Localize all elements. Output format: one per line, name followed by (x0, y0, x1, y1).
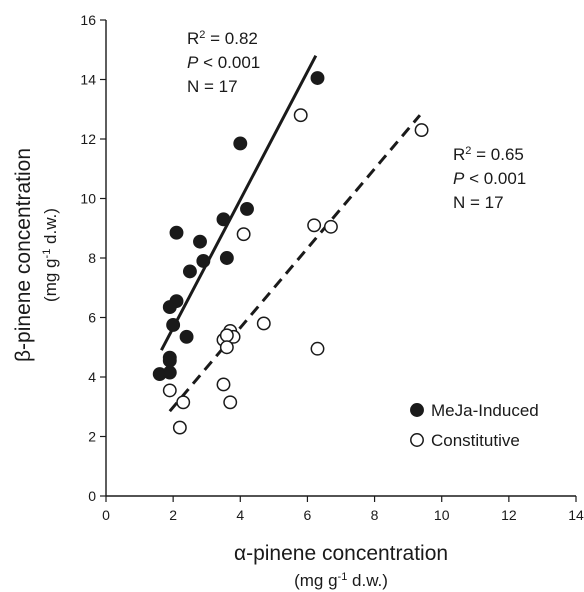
x-tick-label: 12 (501, 507, 517, 523)
constitutive-point (162, 383, 177, 398)
x-tick-label: 6 (304, 507, 312, 523)
constitutive-point (176, 395, 191, 410)
meja-point (240, 201, 254, 216)
constitutive-point (310, 341, 325, 356)
meja-trendline (160, 55, 318, 351)
x-tick-label: 4 (236, 507, 244, 523)
meja-point (162, 353, 177, 368)
constitutive-point (172, 420, 187, 435)
meja-point (162, 300, 177, 315)
meja-point (233, 136, 248, 151)
legend-marker-constitutive (410, 433, 424, 447)
constitutive-point (414, 123, 429, 138)
meja-point (310, 71, 325, 85)
meja-point (182, 264, 197, 279)
y-tick-label: 4 (88, 369, 96, 385)
y-tick-label: 12 (80, 131, 96, 147)
constitutive-point (293, 108, 308, 123)
constitutive-point (219, 340, 234, 355)
constitutive-point (219, 328, 234, 343)
legend: MeJa-Induced Constitutive (410, 401, 539, 450)
axes: 0 2 4 6 8 10 12 14 16 0 2 4 6 8 10 12 14 (80, 12, 584, 523)
constitutive-point (307, 218, 322, 233)
y-axis-unit: (mg g-1 d.w.) (41, 208, 60, 302)
y-tick-label: 10 (80, 191, 96, 207)
meja-point (162, 365, 177, 380)
constitutive-point (256, 316, 271, 331)
x-axis-title: α-pinene concentration (234, 542, 448, 565)
y-tick-label: 8 (88, 250, 96, 266)
trendlines (160, 55, 422, 413)
x-tick-label: 2 (169, 507, 177, 523)
constitutive-point (323, 219, 338, 234)
x-tick-label: 0 (102, 507, 110, 523)
constitutive-trendline (168, 114, 422, 413)
x-tick-label: 14 (568, 507, 584, 523)
constitutive-point (236, 227, 251, 242)
y-tick-label: 6 (88, 310, 96, 326)
constitutive-point (223, 395, 238, 410)
meja-point (196, 254, 211, 268)
x-tick-label: 10 (434, 507, 450, 523)
data-points (152, 71, 429, 435)
legend-marker-meja (410, 403, 424, 417)
meja-point (193, 234, 207, 249)
y-axis-title: β-pinene concentration (12, 148, 35, 362)
meja-point (219, 251, 234, 265)
legend-label-meja: MeJa-Induced (431, 401, 539, 420)
meja-regression-stats: R2 = 0.82 P < 0.001 N = 17 (187, 29, 260, 96)
meja-point (166, 317, 181, 332)
x-axis-unit: (mg g-1 d.w.) (294, 571, 388, 590)
meja-point (216, 212, 231, 227)
y-tick-label: 2 (88, 429, 96, 445)
legend-label-constitutive: Constitutive (431, 431, 520, 450)
constitutive-regression-stats: R2 = 0.65 P < 0.001 N = 17 (453, 145, 526, 212)
y-tick-label: 16 (80, 12, 96, 28)
y-tick-label: 0 (88, 488, 96, 504)
constitutive-point (216, 377, 231, 392)
y-tick-label: 14 (80, 72, 96, 88)
meja-point (169, 225, 184, 240)
x-tick-label: 8 (371, 507, 379, 523)
meja-point (179, 329, 194, 344)
